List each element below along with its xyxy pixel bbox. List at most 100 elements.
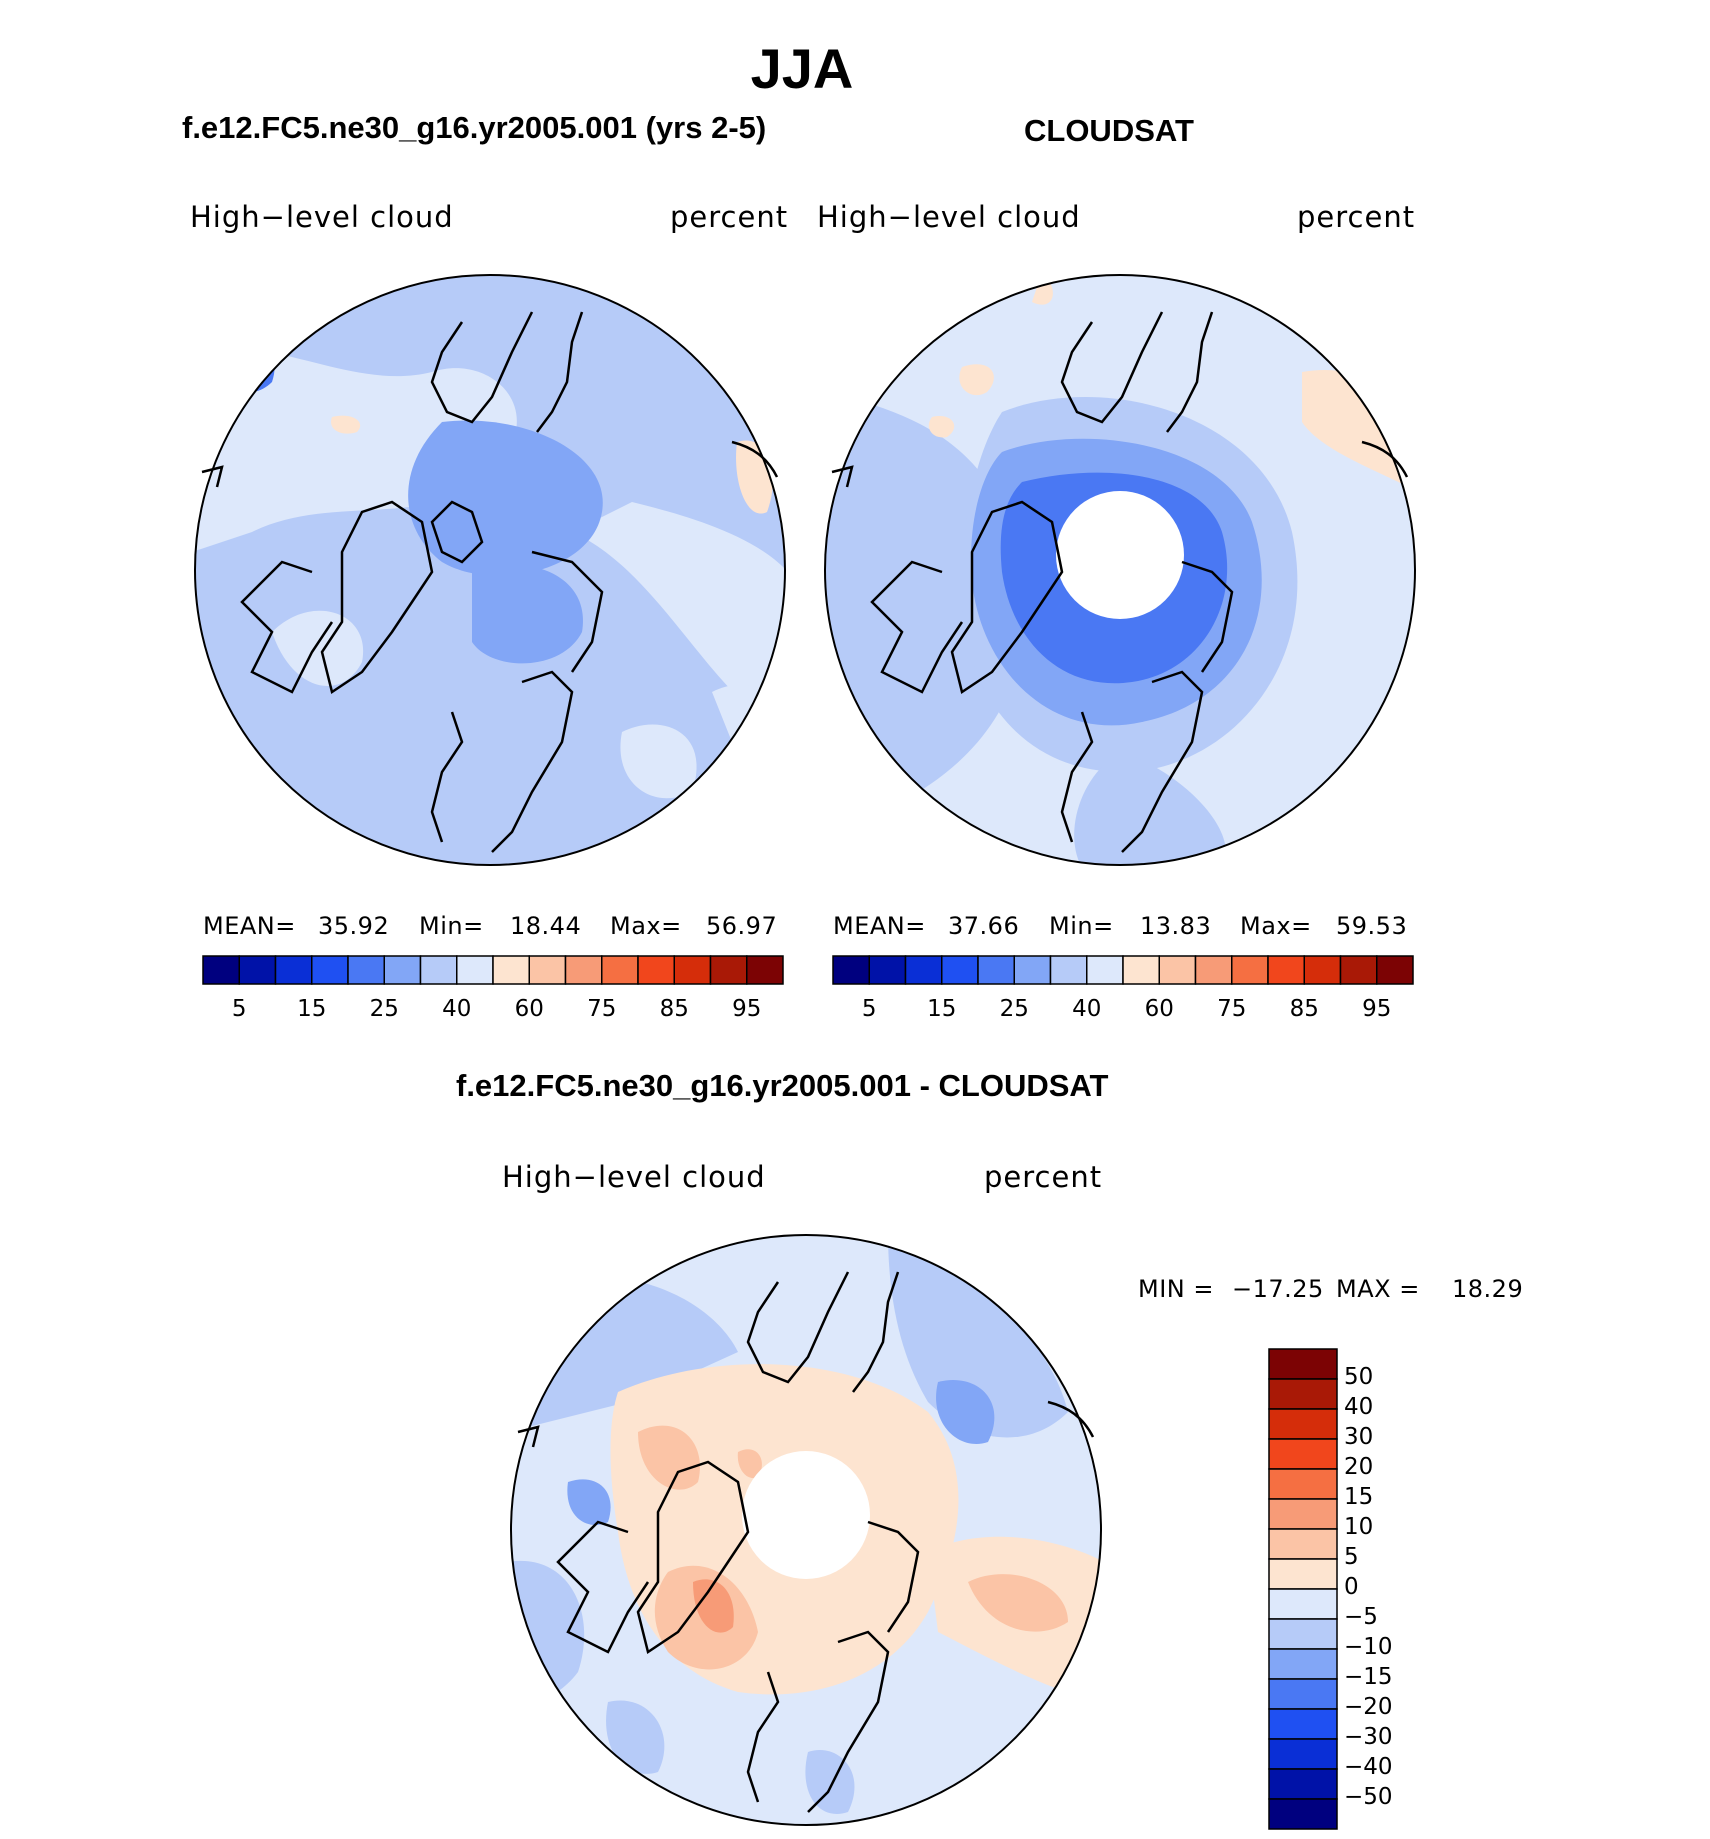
cloud-field-difference xyxy=(511,1235,1101,1825)
panel1-variable-label: High−level cloud xyxy=(190,200,454,234)
panel2-mean-label: MEAN= xyxy=(833,912,926,940)
colorbar-tick-label: −10 xyxy=(1344,1634,1393,1660)
colorbar-swatch xyxy=(1268,1348,1338,1380)
panel3-max-value: 18.29 xyxy=(1452,1275,1524,1303)
colorbar-tick-label: 5 xyxy=(1344,1544,1359,1570)
colorbar-swatch xyxy=(311,955,349,985)
colorbar-tick-label: 95 xyxy=(1362,996,1392,1022)
colorbar-swatch xyxy=(1268,1618,1338,1650)
colorbar-difference xyxy=(1268,1348,1338,1830)
panel1-mean-label: MEAN= xyxy=(203,912,296,940)
colorbar-swatch xyxy=(904,955,943,985)
colorbar-swatch xyxy=(709,955,748,985)
main-title: JJA xyxy=(750,37,854,100)
colorbar-swatch xyxy=(832,955,870,985)
colorbar-swatch xyxy=(1049,955,1088,985)
colorbar-tick-label: 25 xyxy=(369,996,399,1022)
map-border-model xyxy=(194,274,786,866)
colorbar-tick-label: 30 xyxy=(1344,1424,1374,1450)
colorbar-tick-label: 15 xyxy=(927,996,957,1022)
colorbar-swatch xyxy=(456,955,494,985)
panel3-max-label: MAX = xyxy=(1336,1275,1420,1303)
map-border-cloudsat xyxy=(824,274,1416,866)
colorbar-swatch xyxy=(1268,1438,1338,1470)
colorbar-swatch xyxy=(1303,955,1342,985)
colorbar-swatch xyxy=(1268,1558,1338,1590)
panel1-mean-value: 35.92 xyxy=(318,912,390,940)
colorbar-tick-label: −20 xyxy=(1344,1694,1393,1720)
colorbar-tick-label: 40 xyxy=(1344,1394,1374,1420)
panel2-variable-label: High−level cloud xyxy=(817,200,1081,234)
colorbar-swatch xyxy=(492,955,530,985)
colorbar-tick-label: 95 xyxy=(732,996,762,1022)
colorbar-tick-label: −5 xyxy=(1344,1604,1378,1630)
colorbar-swatch xyxy=(1086,955,1124,985)
colorbar-swatch xyxy=(1268,1468,1338,1500)
colorbar-swatch xyxy=(274,955,313,985)
colorbar-swatch xyxy=(564,955,603,985)
coastlines-model xyxy=(201,311,779,853)
colorbar-tick-label: 5 xyxy=(231,996,247,1022)
colorbar-swatch xyxy=(1376,955,1414,985)
colorbar-cloudsat xyxy=(832,955,1414,985)
colorbar-swatch xyxy=(1268,1498,1338,1530)
colorbar-swatch xyxy=(1158,955,1197,985)
colorbar-tick-label: 75 xyxy=(1217,996,1247,1022)
colorbar-swatch xyxy=(528,955,567,985)
panel3-variable-label: High−level cloud xyxy=(502,1160,766,1194)
colorbar-swatch xyxy=(1013,955,1052,985)
colorbar-tick-label: 20 xyxy=(1344,1454,1374,1480)
colorbar-tick-label: 60 xyxy=(514,996,544,1022)
colorbar-swatch xyxy=(1268,1798,1338,1830)
colorbar-tick-label: 50 xyxy=(1344,1364,1374,1390)
colorbar-swatch xyxy=(1268,1528,1338,1560)
panel2-title: CLOUDSAT xyxy=(1024,113,1194,148)
map-cloudsat xyxy=(824,274,1416,866)
colorbar-tick-label: 40 xyxy=(1072,996,1102,1022)
colorbar-tick-label: −40 xyxy=(1344,1754,1393,1780)
colorbar-swatch xyxy=(1339,955,1378,985)
colorbar-swatch xyxy=(1268,1588,1338,1620)
cloud-field-cloudsat xyxy=(825,275,1415,865)
coastlines-difference xyxy=(517,1271,1095,1813)
map-border-difference xyxy=(510,1234,1102,1826)
panel3-units-label: percent xyxy=(984,1160,1103,1194)
colorbar-swatch xyxy=(1268,1738,1338,1770)
colorbar-swatch xyxy=(1268,1678,1338,1710)
colorbar-swatch xyxy=(202,955,240,985)
panel1-title: f.e12.FC5.ne30_g16.yr2005.001 (yrs 2-5) xyxy=(182,110,767,145)
colorbar-tick-label: 40 xyxy=(442,996,472,1022)
colorbar-tick-label: 0 xyxy=(1344,1574,1359,1600)
panel3-min-label: MIN = xyxy=(1138,1275,1214,1303)
colorbar-swatch xyxy=(1268,1378,1338,1410)
colorbar-tick-label: 15 xyxy=(297,996,327,1022)
colorbar-tick-label: 85 xyxy=(659,996,689,1022)
panel3-title: f.e12.FC5.ne30_g16.yr2005.001 - CLOUDSAT xyxy=(456,1068,1109,1103)
map-difference xyxy=(510,1234,1102,1826)
colorbar-tick-label: −50 xyxy=(1344,1784,1393,1810)
colorbar-swatch xyxy=(383,955,422,985)
colorbar-tick-label: 60 xyxy=(1144,996,1174,1022)
panel2-units-label: percent xyxy=(1297,200,1416,234)
panel1-min-value: 18.44 xyxy=(510,912,582,940)
panel3-min-value: −17.25 xyxy=(1232,1275,1324,1303)
colorbar-swatch xyxy=(637,955,675,985)
panel1-max-value: 56.97 xyxy=(706,912,778,940)
colorbar-tick-label: 10 xyxy=(1344,1514,1374,1540)
colorbar-model xyxy=(202,955,784,985)
colorbar-swatch xyxy=(1268,1408,1338,1440)
colorbar-swatch xyxy=(941,955,979,985)
panel2-max-value: 59.53 xyxy=(1336,912,1408,940)
colorbar-swatch xyxy=(347,955,385,985)
colorbar-swatch xyxy=(977,955,1015,985)
panel1-min-label: Min= xyxy=(419,912,484,940)
panel1-units-label: percent xyxy=(670,200,789,234)
map-model xyxy=(194,274,786,866)
colorbar-tick-label: 75 xyxy=(587,996,617,1022)
colorbar-swatch xyxy=(1268,1708,1338,1740)
panel2-mean-value: 37.66 xyxy=(948,912,1020,940)
colorbar-swatch xyxy=(1122,955,1160,985)
panel1-max-label: Max= xyxy=(610,912,682,940)
colorbar-swatch xyxy=(868,955,907,985)
colorbar-swatch xyxy=(673,955,712,985)
